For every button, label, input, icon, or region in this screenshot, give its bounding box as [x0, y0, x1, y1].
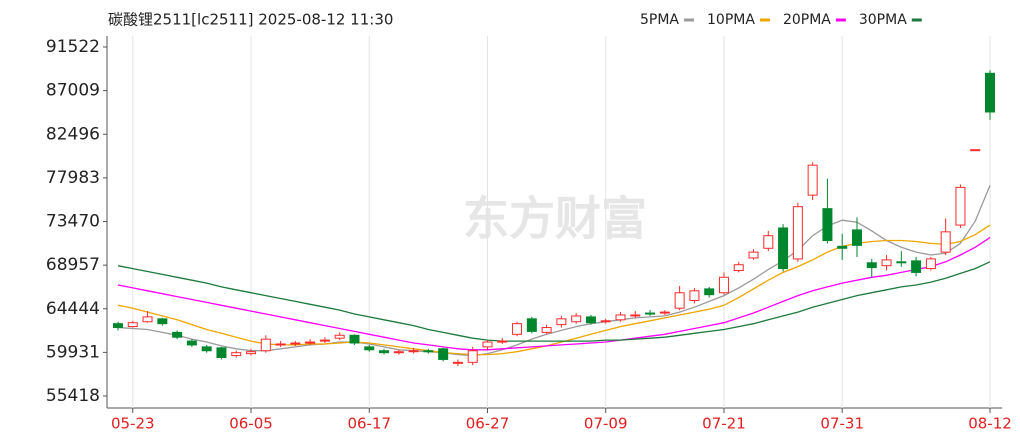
candle-body: [851, 229, 862, 246]
candle-body: [216, 347, 227, 359]
legend-label: 20PMA: [783, 12, 831, 28]
candle-body: [571, 315, 582, 323]
y-tick-label: 68957: [46, 255, 100, 275]
candle-body: [807, 164, 818, 196]
candle-body: [615, 314, 626, 321]
candle-body: [438, 348, 449, 360]
x-tick-label: 08-12: [968, 415, 1012, 433]
candle-body: [246, 351, 257, 355]
candle-body: [127, 322, 138, 328]
y-tick-label: 73470: [46, 212, 100, 232]
candle-body: [645, 312, 656, 315]
candle-body: [113, 323, 123, 329]
candle-body: [600, 320, 611, 323]
candle-body: [778, 227, 789, 270]
y-tick-label: 91522: [46, 37, 100, 57]
y-tick-label: 64444: [46, 299, 100, 319]
candle-body: [157, 318, 168, 325]
candle-body: [275, 343, 286, 346]
candle-body: [822, 208, 833, 242]
candle-body: [911, 260, 922, 273]
candle-body: [497, 340, 508, 343]
x-tick-label: 07-09: [584, 415, 628, 433]
candle-body: [349, 334, 360, 344]
ma-line: [117, 261, 991, 342]
candle-body: [541, 327, 552, 333]
candle-body: [689, 290, 700, 301]
candle-body: [482, 341, 493, 348]
candle-body: [630, 314, 641, 317]
candle-body: [585, 316, 596, 324]
candle-body: [985, 72, 995, 113]
candle-body: [423, 350, 434, 353]
candle-body: [718, 276, 729, 294]
candle-body: [733, 264, 744, 272]
candle-body: [792, 206, 803, 260]
candle-body: [925, 258, 936, 270]
y-tick-label: 59931: [46, 342, 100, 362]
candle-body: [881, 259, 892, 267]
candle-body: [379, 350, 390, 354]
x-tick-label: 07-21: [702, 415, 746, 433]
candle-body: [290, 342, 301, 345]
candle-body: [305, 341, 316, 344]
chart-title: 碳酸锂2511[lc2511] 2025-08-12 11:30: [108, 11, 393, 29]
candle-body: [866, 262, 877, 269]
candle-body: [408, 350, 419, 353]
candle-body: [467, 350, 478, 363]
y-tick-label: 77983: [46, 168, 100, 188]
legend-label: 10PMA: [707, 12, 755, 28]
ma-line: [117, 237, 991, 351]
candle-body: [319, 339, 330, 342]
y-tick-label: 55418: [46, 386, 100, 406]
candle-body: [172, 331, 183, 338]
candle-body: [955, 186, 966, 226]
candle-body: [896, 261, 907, 264]
legend-label: 30PMA: [859, 12, 907, 28]
candle-body: [659, 311, 670, 314]
candle-body: [201, 346, 212, 352]
candle-body: [674, 292, 685, 309]
candle-body: [748, 251, 759, 259]
legend-label: 5PMA: [640, 12, 679, 28]
x-tick-label: 06-27: [466, 415, 510, 433]
x-tick-label: 06-05: [229, 415, 273, 433]
x-tick-label: 06-17: [347, 415, 391, 433]
candle-body: [334, 334, 345, 339]
candle-body: [512, 323, 523, 335]
candle-body: [940, 231, 951, 253]
candle-body: [364, 346, 375, 351]
candle-body: [704, 288, 715, 296]
candle-body: [186, 340, 197, 346]
candle-body: [452, 361, 463, 364]
y-tick-label: 87009: [46, 81, 100, 101]
x-tick-label: 05-23: [111, 415, 155, 433]
candle-body: [526, 318, 537, 332]
candle-body: [231, 352, 242, 357]
candle-body: [142, 316, 153, 323]
candle-body: [556, 318, 567, 326]
candle-body: [763, 235, 774, 249]
x-tick-label: 07-31: [820, 415, 864, 433]
candle-body: [970, 149, 981, 152]
candle-body: [260, 338, 271, 352]
candle-body: [837, 245, 848, 249]
y-tick-label: 82496: [46, 124, 100, 144]
watermark: 东方财富: [463, 192, 647, 246]
candle-body: [393, 351, 404, 354]
